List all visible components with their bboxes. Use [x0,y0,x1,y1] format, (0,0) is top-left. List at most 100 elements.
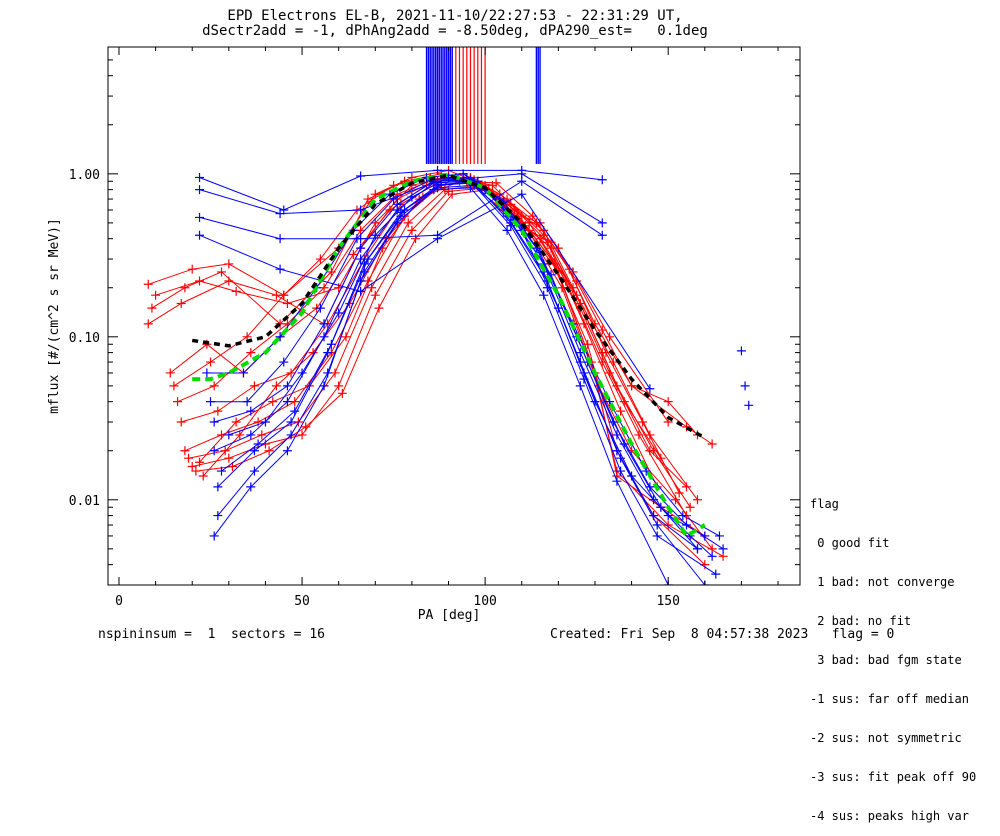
plus-marker [249,466,259,476]
plus-marker [253,439,263,449]
plus-marker [334,381,344,391]
plus-marker [209,446,219,456]
plus-marker [282,397,292,407]
plus-marker [187,462,197,472]
plus-marker [645,430,655,440]
plus-marker [264,446,274,456]
legend-title: flag [810,497,839,511]
plus-marker [447,189,457,199]
plus-marker [217,267,227,277]
series-line-blue [214,180,698,550]
plus-marker [249,381,259,391]
legend-item: -2 sus: not symmetric [810,731,962,745]
plus-marker [323,348,333,358]
plus-marker [597,218,607,228]
plus-marker [400,205,410,215]
plus-marker [268,397,278,407]
plus-marker [627,381,637,391]
plus-marker [275,234,285,244]
plus-marker [517,189,527,199]
plus-marker [407,225,417,235]
x-tick-label: 0 [115,594,123,609]
flux-plot: 0 50 100 150 0.01 0.10 1.00 PA [deg] mflux [#/(c… [47,46,801,623]
plus-marker [681,520,691,530]
plus-marker [282,381,292,391]
plus-marker [187,264,197,274]
series-line-blue [199,180,603,240]
plus-marker [238,368,248,378]
plus-marker [286,430,296,440]
plus-marker [356,205,366,215]
plus-marker [235,430,245,440]
series-line-blue [206,173,720,537]
series-line-red [155,176,698,436]
plus-marker [352,234,362,244]
plus-marker [246,348,256,358]
plus-marker [575,381,585,391]
x-axis-label: PA [deg] [418,608,481,623]
series-line-blue [217,184,717,575]
plus-marker [213,406,223,416]
plus-marker [601,348,611,358]
plus-marker [180,283,190,293]
plus-marker [209,531,219,541]
series-line-blue [217,182,706,585]
plus-marker [363,254,373,264]
legend-item: 3 bad: bad fgm state [810,653,962,667]
plus-marker [707,551,717,561]
plus-marker [356,243,366,253]
x-tick-label: 100 [473,594,496,609]
y-axis-label: mflux [#/(cm^2 s sr MeV)] [47,218,62,414]
median-data-curve [192,172,706,539]
chart-title-line2: dSectr2add = -1, dPhAng2add = -8.50deg, … [202,23,708,39]
plus-marker [275,264,285,274]
plus-marker [246,430,256,440]
plus-marker [411,234,421,244]
plus-marker [458,169,468,179]
plus-marker [616,453,626,463]
plus-marker [341,332,351,342]
series-line-red [169,173,669,423]
plus-marker [275,209,285,219]
plus-marker [663,511,673,521]
series-line-blue [214,179,713,557]
plus-marker [173,397,183,407]
plus-marker [334,308,344,318]
plus-marker [151,290,161,300]
plus-marker [638,417,648,427]
plus-marker [231,417,241,427]
plus-marker [176,299,186,309]
y-tick-label: 1.00 [69,168,100,183]
footer-right: Created: Fri Sep 8 04:57:38 2023 flag = … [550,627,895,642]
series-line-red [184,180,706,565]
plus-marker [678,511,688,521]
plus-marker [198,471,208,481]
legend-item: -3 sus: fit peak off 90 [810,770,977,784]
legend-item: 0 good fit [810,536,890,550]
plus-marker [572,290,582,300]
plus-marker [740,381,750,391]
plus-marker [700,531,710,541]
plus-marker [506,221,516,231]
footer-left: nspininsum = 1 sectors = 16 [98,627,325,642]
series-line-red [181,179,658,488]
plus-marker [195,172,205,182]
plus-marker [707,439,717,449]
plus-marker [224,259,234,269]
legend-item: 2 bad: no fit [810,614,912,628]
plus-marker [249,446,259,456]
plus-marker [326,339,336,349]
plus-marker [389,194,399,204]
plus-marker [356,171,366,181]
plus-marker [180,446,190,456]
plus-marker [517,176,527,186]
x-tick-label: 150 [656,594,679,609]
data-layer [143,47,754,585]
plus-marker [652,520,662,530]
plus-marker [605,332,615,342]
y-tick-label: 0.10 [69,331,100,346]
plus-marker [209,417,219,427]
plus-marker [217,466,227,476]
plus-marker [246,482,256,492]
plus-marker [553,303,563,313]
